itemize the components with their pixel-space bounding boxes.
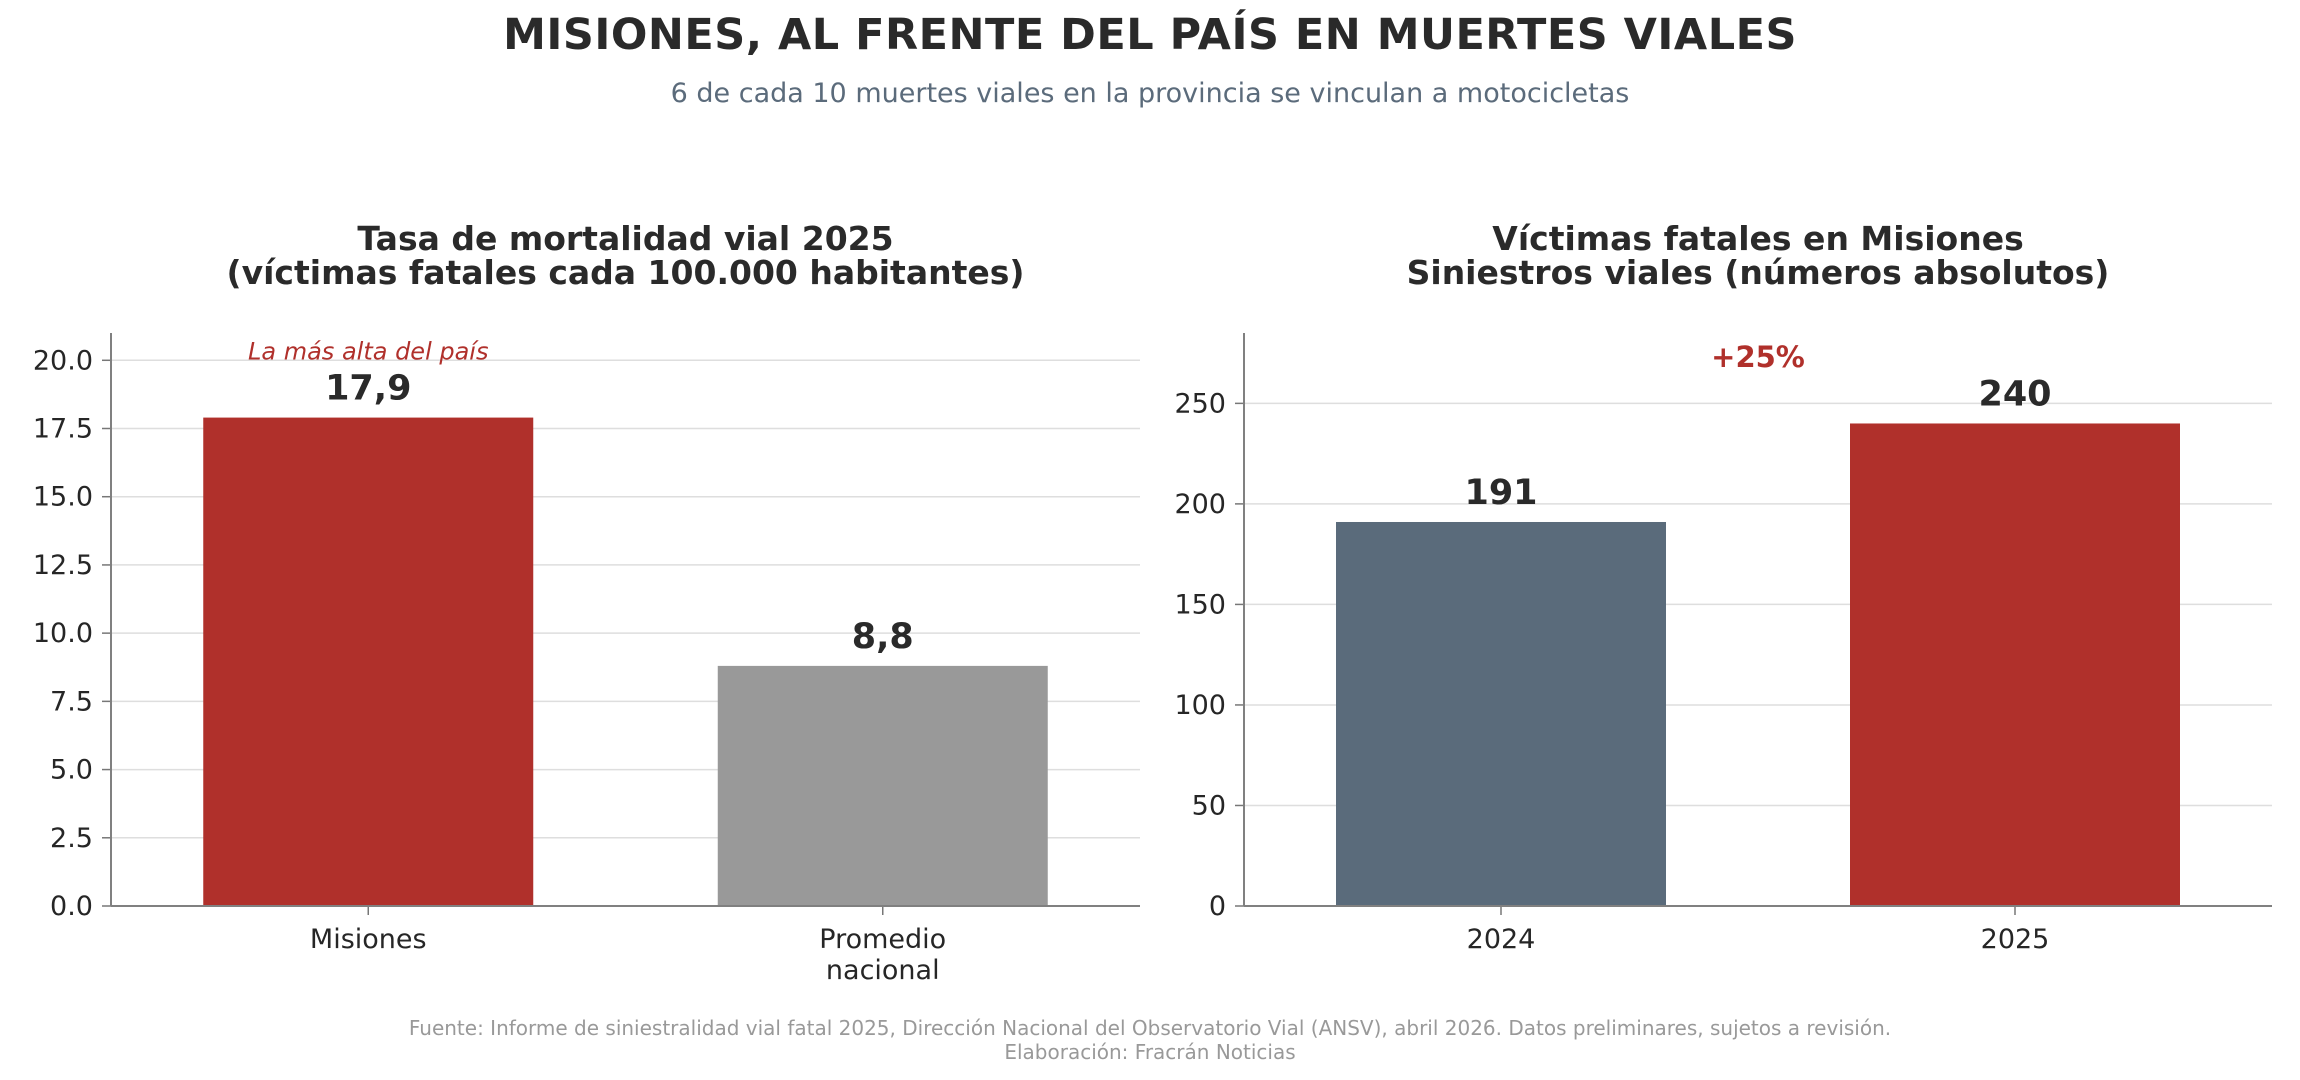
y-tick-label: 250	[1174, 388, 1226, 419]
y-tick-label: 0.0	[50, 891, 93, 922]
y-tick-label: 15.0	[33, 482, 93, 513]
y-tick-label: 5.0	[50, 755, 93, 786]
source-note: Fuente: Informe de siniestralidad vial f…	[408, 1016, 1892, 1040]
data-label: 8,8	[852, 617, 914, 657]
data-label: 240	[1978, 374, 2051, 414]
x-tick-label: Misiones	[310, 924, 427, 955]
credit-note: Elaboración: Fracrán Noticias	[1004, 1040, 1296, 1064]
bar	[717, 665, 1048, 906]
y-tick-label: 17.5	[33, 414, 93, 445]
chart-annotation: La más alta del país	[248, 338, 488, 366]
y-tick-label: 50	[1192, 790, 1226, 821]
chart-title: Víctimas fatales en Misiones	[1492, 219, 2023, 258]
y-tick-label: 100	[1174, 690, 1226, 721]
y-tick-label: 12.5	[33, 550, 93, 581]
y-tick-label: 2.5	[50, 823, 93, 854]
bar	[203, 417, 534, 906]
chart-annotation: +25%	[1711, 340, 1805, 374]
y-tick-label: 150	[1174, 589, 1226, 620]
data-label: 17,9	[325, 369, 411, 409]
chart-title: Tasa de mortalidad vial 2025	[357, 219, 893, 258]
y-tick-label: 20.0	[33, 345, 93, 376]
x-tick-label: 2024	[1467, 924, 1536, 955]
chart-subtitle: (víctimas fatales cada 100.000 habitante…	[227, 253, 1025, 292]
y-tick-label: 7.5	[50, 686, 93, 717]
x-tick-label: Promedio nacional	[819, 924, 946, 986]
chart-subtitle: Siniestros viales (números absolutos)	[1407, 253, 2110, 292]
bar	[1336, 521, 1666, 906]
page-title: MISIONES, AL FRENTE DEL PAÍS EN MUERTES …	[503, 10, 1797, 60]
bar	[1850, 423, 2180, 906]
x-tick-label: 2025	[1981, 924, 2050, 955]
chart-mortality-rate: Tasa de mortalidad vial 2025(víctimas fa…	[33, 219, 1140, 986]
y-tick-label: 10.0	[33, 618, 93, 649]
y-tick-label: 0	[1209, 891, 1226, 922]
y-tick-label: 200	[1174, 489, 1226, 520]
page-subtitle: 6 de cada 10 muertes viales en la provin…	[670, 78, 1630, 109]
data-label: 191	[1464, 473, 1537, 513]
